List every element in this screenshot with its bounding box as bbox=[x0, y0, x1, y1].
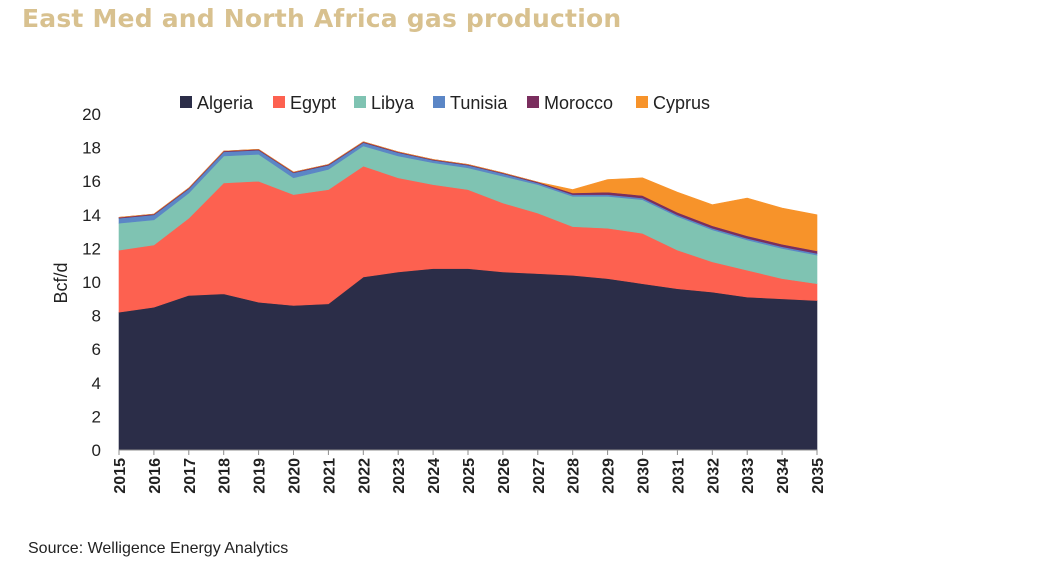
legend-swatch bbox=[527, 96, 539, 108]
x-tick-label: 2035 bbox=[810, 458, 827, 494]
y-tick-label: 10 bbox=[82, 273, 101, 292]
legend-swatch bbox=[180, 96, 192, 108]
legend-label: Egypt bbox=[290, 93, 336, 113]
chart-title: East Med and North Africa gas production bbox=[22, 4, 622, 33]
y-tick-label: 6 bbox=[92, 340, 101, 359]
legend-item-egypt: Egypt bbox=[273, 93, 336, 113]
series-areas bbox=[118, 141, 818, 451]
area-cyprus bbox=[118, 141, 818, 252]
x-tick-label: 2029 bbox=[601, 458, 618, 494]
source-note: Source: Welligence Energy Analytics bbox=[28, 540, 289, 557]
x-tick-label: 2031 bbox=[670, 458, 687, 494]
legend-label: Morocco bbox=[544, 93, 613, 113]
x-axis: 2015 2016 2017 2018 2019 2020 2021 2022 2023 2024… bbox=[112, 449, 827, 494]
y-tick-label: 12 bbox=[82, 239, 101, 258]
area-algeria bbox=[118, 268, 818, 451]
legend: Algeria Egypt Libya Tunisia Morocco Cyprus bbox=[180, 93, 710, 113]
x-tick-label: 2017 bbox=[182, 458, 199, 494]
x-tick-label: 2030 bbox=[636, 458, 653, 494]
legend-label: Cyprus bbox=[653, 93, 710, 113]
y-tick-label: 8 bbox=[92, 307, 101, 326]
legend-label: Algeria bbox=[197, 93, 254, 113]
x-tick-label: 2028 bbox=[566, 458, 583, 494]
y-tick-label: 14 bbox=[82, 206, 101, 225]
y-tick-label: 0 bbox=[92, 441, 101, 460]
legend-item-tunisia: Tunisia bbox=[433, 93, 508, 113]
y-tick-label: 20 bbox=[82, 105, 101, 124]
x-tick-label: 2026 bbox=[496, 458, 513, 494]
x-tick-label: 2024 bbox=[426, 458, 443, 494]
y-tick-label: 16 bbox=[82, 172, 101, 191]
x-tick-label: 2025 bbox=[461, 458, 478, 494]
y-tick-label: 2 bbox=[92, 407, 101, 426]
x-tick-label: 2020 bbox=[287, 458, 304, 494]
legend-swatch bbox=[354, 96, 366, 108]
legend-item-algeria: Algeria bbox=[180, 93, 254, 113]
y-axis: 0 2 4 6 8 10 12 14 16 18 20 bbox=[82, 105, 101, 460]
x-tick-label: 2019 bbox=[252, 458, 269, 494]
x-tick-label: 2033 bbox=[740, 458, 757, 494]
x-tick-label: 2016 bbox=[147, 458, 164, 494]
x-tick-label: 2021 bbox=[321, 458, 338, 494]
x-tick-label: 2022 bbox=[356, 458, 373, 494]
legend-swatch bbox=[273, 96, 285, 108]
x-tick-label: 2032 bbox=[705, 458, 722, 494]
x-tick-label: 2015 bbox=[112, 458, 129, 494]
legend-item-libya: Libya bbox=[354, 93, 415, 113]
legend-item-cyprus: Cyprus bbox=[636, 93, 710, 113]
x-tick-label: 2018 bbox=[217, 458, 234, 494]
legend-label: Tunisia bbox=[450, 93, 508, 113]
x-tick-label: 2034 bbox=[775, 458, 792, 494]
legend-label: Libya bbox=[371, 93, 415, 113]
y-tick-label: 4 bbox=[92, 374, 101, 393]
y-tick-label: 18 bbox=[82, 139, 101, 158]
legend-swatch bbox=[433, 96, 445, 108]
legend-swatch bbox=[636, 96, 648, 108]
x-tick-label: 2027 bbox=[531, 458, 548, 494]
legend-item-morocco: Morocco bbox=[527, 93, 613, 113]
y-axis-label: Bcf/d bbox=[51, 262, 71, 303]
x-tick-label: 2023 bbox=[391, 458, 408, 494]
